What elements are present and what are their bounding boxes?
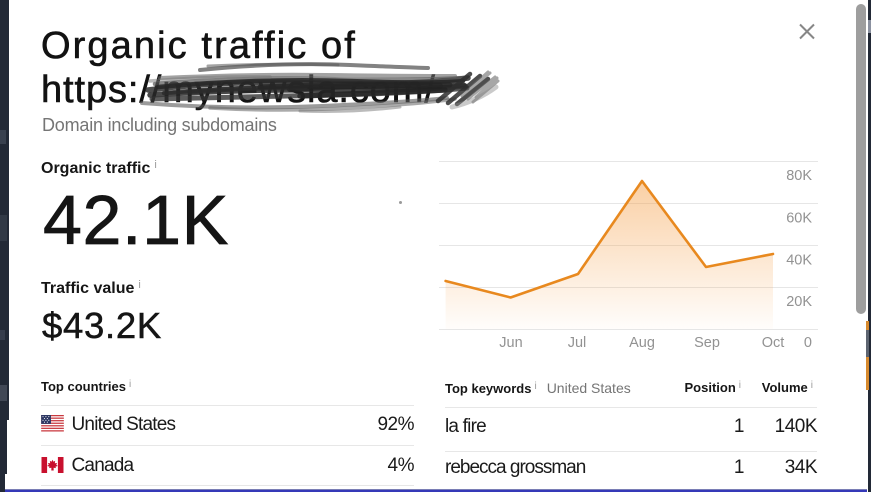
- svg-text:Sep: Sep: [694, 335, 720, 351]
- svg-text:Jun: Jun: [499, 335, 522, 351]
- svg-text:Jul: Jul: [568, 335, 587, 351]
- svg-text:Oct: Oct: [762, 335, 785, 351]
- svg-text:20K: 20K: [786, 294, 812, 310]
- svg-text:80K: 80K: [786, 168, 812, 184]
- svg-text:60K: 60K: [786, 211, 812, 227]
- svg-text:0: 0: [804, 335, 812, 351]
- svg-text:Aug: Aug: [629, 335, 655, 351]
- svg-text:40K: 40K: [786, 253, 812, 269]
